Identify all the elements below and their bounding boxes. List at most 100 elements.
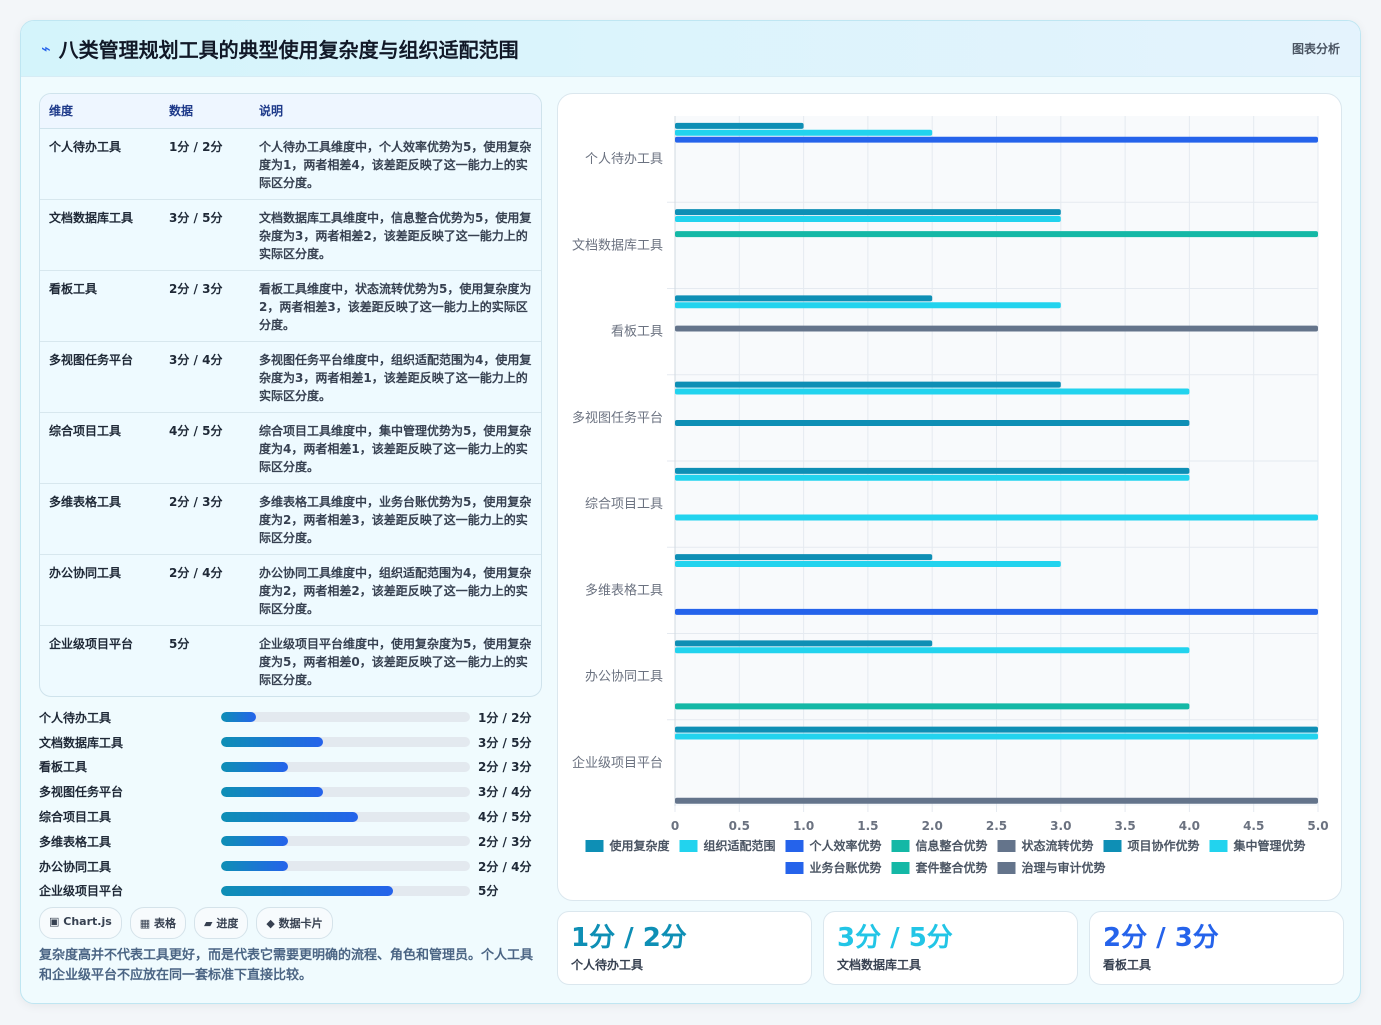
x-tick-label: 0.5 <box>729 819 750 833</box>
legend-label: 业务台账优势 <box>810 860 882 875</box>
cell-data: 4分 / 5分 <box>160 412 250 484</box>
bar-0-2 <box>675 136 1318 143</box>
header: ⌁ 八类管理规划工具的典型使用复杂度与组织适配范围 图表分析 <box>21 21 1360 77</box>
progress-fill <box>221 737 324 748</box>
y-tick-label: 文档数据库工具 <box>572 237 663 253</box>
cell-desc: 多视图任务平台维度中，组织适配范围为4，使用复杂度为3，两者相差1，该差距反映了… <box>250 341 541 413</box>
x-tick-label: 1.0 <box>793 819 814 833</box>
bar-5-7 <box>675 608 1318 615</box>
chip-3[interactable]: ◆ 数据卡片 <box>256 907 333 939</box>
page-title: 八类管理规划工具的典型使用复杂度与组织适配范围 <box>58 38 519 62</box>
progress-track <box>221 761 470 772</box>
progress-value: 2分 / 3分 <box>478 834 532 849</box>
progress-value: 3分 / 5分 <box>478 735 532 750</box>
x-tick-label: 4.5 <box>1243 819 1264 833</box>
bar-2-0 <box>675 295 933 302</box>
x-tick-label: 1.5 <box>857 819 878 833</box>
chip-label: 进度 <box>216 917 239 930</box>
bar-3-1 <box>675 388 1190 395</box>
table-header-data: 数据 <box>160 94 250 129</box>
progress-label: 综合项目工具 <box>39 810 112 825</box>
legend-label: 项目协作优势 <box>1128 838 1200 853</box>
bar-3-0 <box>675 381 1061 388</box>
bar-1-1 <box>675 216 1061 223</box>
progress-fill <box>221 861 289 872</box>
progress-track <box>221 885 470 896</box>
kpi-label: 个人待办工具 <box>571 958 644 972</box>
bar-2-4 <box>675 325 1318 332</box>
cell-data: 5分 <box>169 636 190 651</box>
x-tick-label: 5.0 <box>1307 819 1328 833</box>
cell-data: 1分 / 2分 <box>160 128 250 200</box>
bar-0-0 <box>675 122 804 129</box>
progress-row: 综合项目工具 4分 / 5分 <box>39 804 542 829</box>
table-row: 综合项目工具 4分 / 5分 综合项目工具维度中，集中管理优势为5，使用复杂度为4，… <box>40 412 541 484</box>
progress-track <box>221 836 470 847</box>
legend-swatch <box>785 862 804 874</box>
cell-desc: 多维表格工具维度中，业务台账优势为5，使用复杂度为2，两者相差3，该差距反映了这… <box>250 483 541 555</box>
y-tick-label: 办公协同工具 <box>585 670 663 685</box>
progress-track <box>221 786 470 797</box>
kpi-row: 1分 / 2分 个人待办工具 3分 / 5分 文档数据库工具 2分 / 3分 看板工具 <box>557 911 1344 985</box>
kpi-value: 3分 / 5分 <box>837 923 953 953</box>
legend-swatch <box>1103 840 1122 852</box>
table-header-desc: 说明 <box>250 94 541 129</box>
legend-label: 信息整合优势 <box>916 838 988 853</box>
progress-label: 个人待办工具 <box>39 710 112 725</box>
cell-data: 2分 / 3分 <box>160 483 250 555</box>
cell-dimension: 个人待办工具 <box>40 128 160 200</box>
progress-track <box>221 737 470 748</box>
progress-label: 办公协同工具 <box>39 859 112 874</box>
legend-label: 使用复杂度 <box>609 838 671 853</box>
cell-desc: 办公协同工具维度中，组织适配范围为4，使用复杂度为2，两者相差2，该差距反映了这… <box>250 554 541 626</box>
progress-row: 文档数据库工具 3分 / 5分 <box>39 730 542 755</box>
legend-swatch <box>585 840 604 852</box>
x-tick-label: 2.0 <box>922 819 943 833</box>
footnote: 复杂度高并不代表工具更好，而是代表它需要更明确的流程、角色和管理员。个人工具和企… <box>39 948 534 983</box>
table-row: 多维表格工具 2分 / 3分 多维表格工具维度中，业务台账优势为5，使用复杂度为2，… <box>40 483 541 555</box>
progress-fill <box>221 836 289 847</box>
chip-1[interactable]: ▦ 表格 <box>129 907 187 939</box>
chip-label: 数据卡片 <box>278 917 323 930</box>
progress-row: 多维表格工具 2分 / 3分 <box>39 829 542 854</box>
legend-swatch <box>997 840 1016 852</box>
cell-data: 3分 / 5分 <box>160 199 250 271</box>
y-tick-label: 多视图任务平台 <box>572 410 663 426</box>
cell-data: 2分 / 4分 <box>160 554 250 626</box>
cell-dimension: 文档数据库工具 <box>40 199 160 271</box>
dashboard-card: ⌁ 八类管理规划工具的典型使用复杂度与组织适配范围 图表分析 维度 数据 说明 … <box>20 20 1361 1004</box>
chip-row: ▣ Chart.js ▦ 表格 ▰ 进度 ◆ 数据卡片 <box>39 907 333 939</box>
legend-label: 组织适配范围 <box>704 838 776 853</box>
cell-dimension: 办公协同工具 <box>40 554 160 626</box>
bar-7-9 <box>675 797 1318 804</box>
progress-value: 5分 <box>478 884 499 899</box>
legend-swatch <box>891 840 910 852</box>
chip-0[interactable]: ▣ Chart.js <box>39 907 122 939</box>
cell-dimension: 多视图任务平台 <box>40 341 160 413</box>
progress-row: 办公协同工具 2分 / 4分 <box>39 854 542 879</box>
progress-list: 个人待办工具 1分 / 2分 文档数据库工具 3分 / 5分 看板工具 2分 / 3分 多视… <box>39 705 542 903</box>
progress-fill <box>221 811 358 822</box>
table-row: 多视图任务平台 3分 / 4分 多视图任务平台维度中，组织适配范围为4，使用复杂度为… <box>40 341 541 413</box>
legend-swatch <box>891 862 910 874</box>
bar-6-1 <box>675 647 1190 654</box>
bar-0-1 <box>675 129 933 136</box>
chip-label: 表格 <box>154 917 177 930</box>
x-tick-label: 2.5 <box>986 819 1007 833</box>
header-tag: 图表分析 <box>1291 42 1340 56</box>
legend-swatch <box>997 862 1016 874</box>
kpi-value: 2分 / 3分 <box>1103 923 1219 953</box>
kpi-label: 文档数据库工具 <box>837 958 922 972</box>
chip-icon: ▣ <box>49 915 60 928</box>
progress-value: 2分 / 4分 <box>478 859 532 874</box>
bar-6-0 <box>675 640 933 647</box>
bar-4-1 <box>675 474 1190 481</box>
progress-value: 1分 / 2分 <box>478 710 532 725</box>
progress-row: 个人待办工具 1分 / 2分 <box>39 705 542 730</box>
chip-2[interactable]: ▰ 进度 <box>194 907 249 939</box>
lightning-icon: ⌁ <box>41 39 51 58</box>
cell-data: 2分 / 3分 <box>160 270 250 342</box>
y-tick-label: 看板工具 <box>611 324 663 340</box>
cell-desc: 文档数据库工具维度中，信息整合优势为5，使用复杂度为3，两者相差2，该差距反映了… <box>250 199 541 271</box>
bar-7-0 <box>675 726 1318 733</box>
